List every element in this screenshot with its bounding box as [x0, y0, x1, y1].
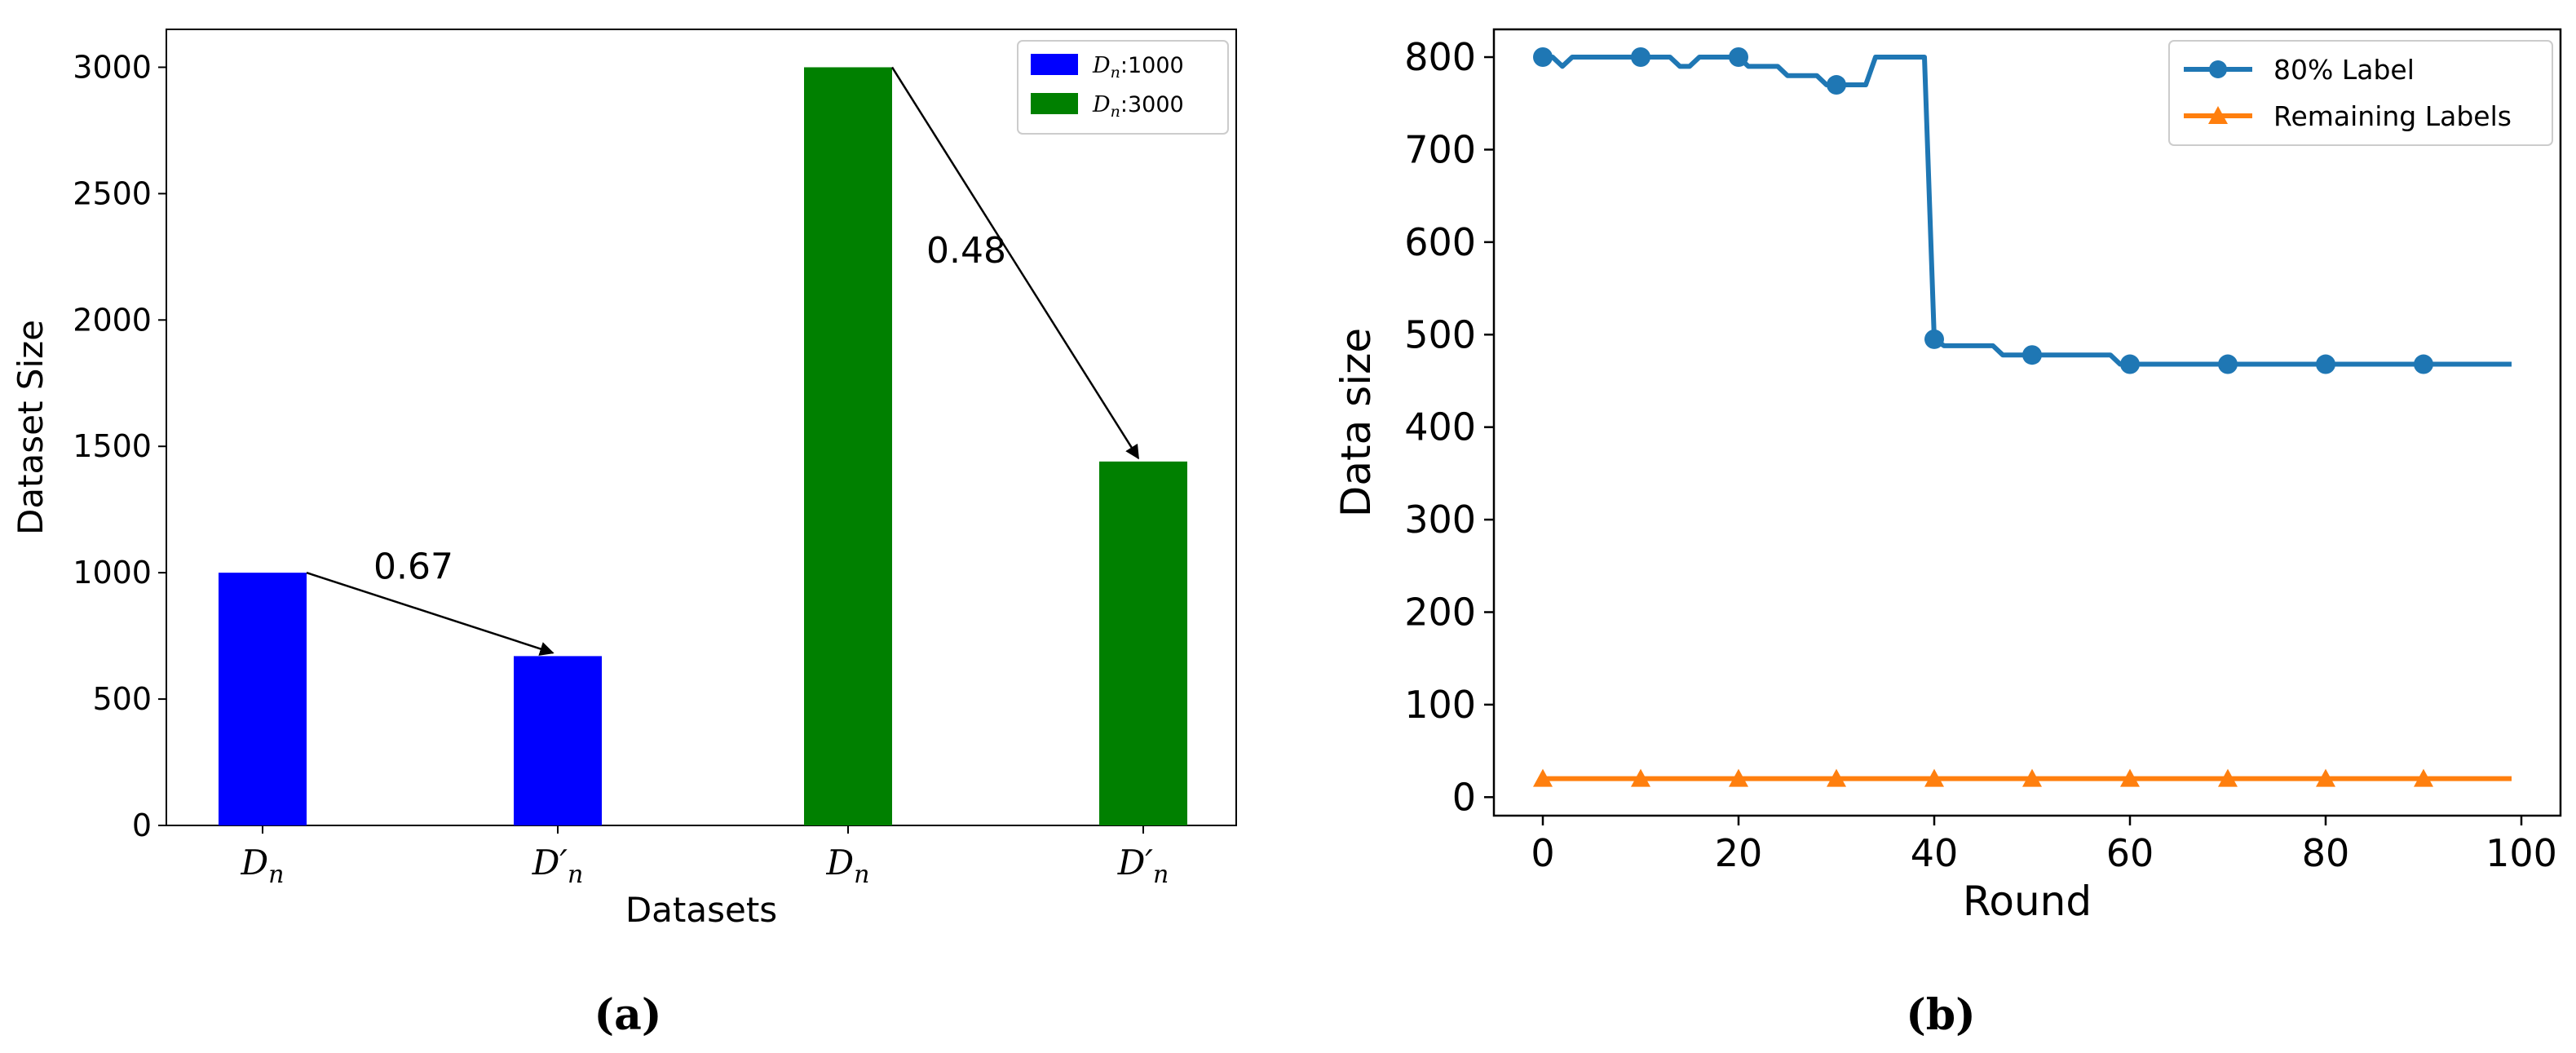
y-tick-label: 300: [1404, 498, 1476, 542]
panel-b-x-ticks: 0 20 40 60 80 100: [1531, 816, 2557, 875]
y-tick-label: 600: [1404, 220, 1476, 264]
bar: [1099, 461, 1187, 825]
series-marker: [2218, 768, 2238, 787]
legend-marker-remaining-labels: [2208, 106, 2228, 124]
series-marker: [1533, 47, 1553, 68]
series-marker: [2316, 768, 2335, 787]
y-tick-label: 0: [132, 807, 152, 843]
caption-b: (b): [1906, 990, 1976, 1040]
panel-b-line-chart: 0 100 200 300 400 500 600 700 800 0 20 40 60 80 100 R…: [1332, 28, 2562, 925]
series-marker: [2120, 354, 2140, 374]
panel-b-legend-box: [2168, 40, 2553, 146]
series-marker: [2316, 354, 2335, 374]
x-tick-label: 20: [1715, 831, 1763, 875]
y-tick-label: 700: [1404, 127, 1476, 171]
bar: [514, 656, 602, 825]
y-tick-label: 2000: [73, 302, 152, 338]
panel-a-y-axis-title: Dataset Size: [11, 320, 51, 535]
panel-a-y-ticks: 0 500 1000 1500 2000 2500 3000: [73, 49, 166, 843]
panel-b-legend: 80% Label Remaining Labels: [2168, 40, 2553, 146]
ratio-label: 0.67: [373, 546, 453, 587]
panel-a-plot-frame: [166, 29, 1237, 826]
series-marker: [1631, 768, 1650, 787]
series-marker: [1729, 47, 1748, 68]
caption-a: (a): [594, 990, 662, 1040]
x-tick-label: 0: [1531, 831, 1554, 875]
series-marker: [1827, 768, 1846, 787]
y-tick-label: 800: [1404, 35, 1476, 79]
x-tick-label: 100: [2485, 831, 2557, 875]
series-marker: [1827, 75, 1846, 95]
y-tick-label: 400: [1404, 405, 1476, 449]
x-tick-label: 60: [2106, 831, 2154, 875]
legend-marker-80-label: [2209, 60, 2227, 78]
x-tick-label: D′n: [532, 843, 584, 889]
y-tick-label: 200: [1404, 590, 1476, 634]
x-tick-label: 40: [1911, 831, 1959, 875]
x-tick-label: Dn: [825, 843, 869, 889]
series-marker: [1924, 329, 1944, 349]
panel-b-y-axis-title: Data size: [1332, 328, 1380, 517]
panel-a-legend: Dn:1000 Dn:3000: [1017, 40, 1229, 135]
legend-label-80-label: 80% Label: [2273, 54, 2415, 86]
x-tick-label: Dn: [240, 843, 284, 889]
y-tick-label: 3000: [73, 49, 152, 85]
series-marker: [1924, 768, 1944, 787]
series-marker: [2414, 354, 2433, 374]
series-marker: [2120, 768, 2140, 787]
panel-a-annotations: 0.67 0.48: [306, 66, 1140, 656]
ratio-arrow: [890, 66, 1140, 460]
legend-swatch-dn-1000: [1031, 54, 1078, 75]
panel-a-bars: [219, 67, 1187, 825]
y-tick-label: 1000: [73, 555, 152, 591]
series-marker: [2218, 354, 2238, 374]
series-marker: [2022, 345, 2042, 365]
legend-label-remaining-labels: Remaining Labels: [2273, 100, 2512, 132]
legend-swatch-dn-3000: [1031, 93, 1078, 114]
x-tick-label: D′n: [1117, 843, 1169, 889]
x-tick-label: 80: [2302, 831, 2350, 875]
ratio-label: 0.48: [926, 230, 1006, 272]
y-tick-label: 1500: [73, 428, 152, 464]
ratio-arrow: [306, 571, 555, 656]
panel-b-series: [1533, 47, 2512, 787]
y-tick-label: 100: [1404, 683, 1476, 727]
series-marker: [2414, 768, 2433, 787]
y-tick-label: 0: [1452, 775, 1476, 819]
panel-a-x-axis-title: Datasets: [625, 890, 777, 930]
series-marker: [1631, 47, 1650, 68]
panel-a-bar-chart: 0 500 1000 1500 2000 2500 3000 Dn D′n Dn D′n 0.67…: [11, 29, 1237, 930]
y-tick-label: 500: [1404, 312, 1476, 356]
legend-label-dn-3000: Dn:3000: [1092, 92, 1184, 121]
bar: [219, 573, 307, 825]
panel-b-plot-frame: [1492, 28, 2562, 817]
panel-b-y-ticks: 0 100 200 300 400 500 600 700 800: [1404, 35, 1494, 819]
y-tick-label: 500: [92, 681, 152, 717]
panel-b-x-axis-title: Round: [1963, 878, 2092, 925]
series-marker: [2022, 768, 2042, 787]
panel-a-x-ticks: Dn D′n Dn D′n: [240, 825, 1169, 889]
y-tick-label: 2500: [73, 175, 152, 211]
series-marker: [1533, 768, 1553, 787]
series-marker: [1729, 768, 1748, 787]
legend-label-dn-1000: Dn:1000: [1092, 53, 1184, 82]
bar: [804, 67, 892, 825]
